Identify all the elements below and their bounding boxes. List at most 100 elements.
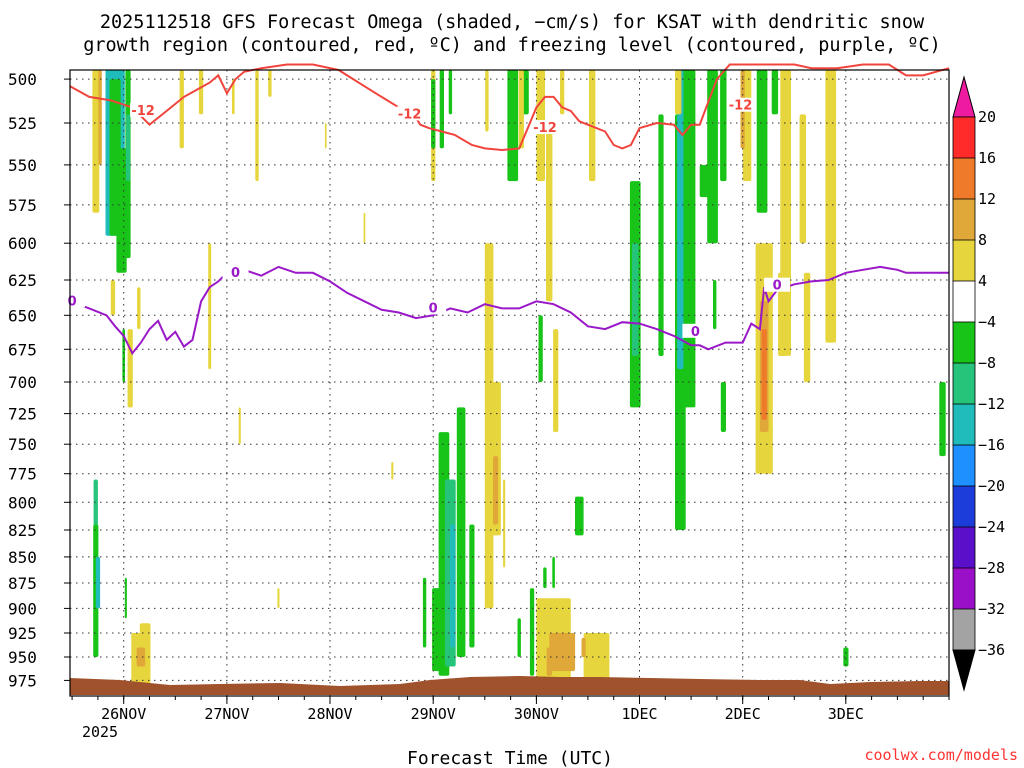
minus12-label: -12 [729, 99, 753, 114]
omega-cell [422, 577, 427, 648]
omega-cell [136, 647, 146, 667]
terrain-surface [70, 676, 949, 695]
x-axis-label: Forecast Time (UTC) [407, 748, 613, 768]
y-tick-label: 850 [8, 548, 37, 567]
y-tick-label: 825 [8, 521, 37, 540]
omega-cell [803, 272, 811, 383]
omega-cell [431, 79, 436, 149]
omega-cell [208, 243, 212, 370]
omega-cell [549, 633, 576, 672]
colorbar-band [952, 157, 976, 200]
minus12-label-bg [396, 106, 423, 121]
omega-cell [518, 70, 524, 149]
y-tick-label: 650 [8, 306, 37, 325]
colorbar-band [952, 198, 976, 241]
omega-cell [116, 148, 127, 273]
x-tick-label: 27NOV [204, 705, 249, 723]
plot-frame [69, 69, 950, 697]
omega-cell [632, 243, 639, 356]
omega-cell [761, 329, 767, 420]
colorbar-band [952, 485, 976, 528]
omega-cell [939, 382, 946, 457]
omega-cell [448, 70, 453, 115]
omega-cell [843, 647, 849, 667]
colorbar-bands [952, 116, 976, 651]
omega-cell [456, 407, 466, 657]
omega-cell [485, 70, 489, 132]
omega-cell [658, 114, 664, 357]
y-tick-label: 575 [8, 196, 37, 215]
omega-cell [127, 329, 133, 408]
omega-cell [268, 70, 272, 97]
omega-cell [529, 588, 535, 676]
omega-cell [553, 329, 559, 433]
y-tick-label: 600 [8, 234, 37, 253]
colorbar-tick-label: 8 [978, 231, 987, 249]
omega-cell [799, 114, 806, 244]
colorbar-band [952, 567, 976, 610]
x-axis: 2025 26NOV 27NOV 28NOV 29NOV 30NOV 1DEC 2DEC 3D… [71, 696, 950, 741]
omega-cell [543, 567, 547, 589]
omega-cell [179, 70, 184, 149]
colorbar-tick-label: −28 [978, 559, 1005, 577]
colorbar-band [952, 526, 976, 569]
omega-cell [137, 287, 141, 330]
y-tick-label: 950 [8, 648, 37, 667]
x-year-label: 2025 [82, 723, 118, 741]
contour-labels: -12 -12 -12 -12 0 0 0 0 0 [59, 97, 791, 340]
omega-cell [503, 479, 506, 568]
omega-cell [450, 524, 456, 648]
colorbar-bottom-arrow [952, 649, 976, 692]
omega-cell [95, 556, 101, 609]
y-tick-label: 675 [8, 340, 37, 359]
minus12-label-bg [727, 97, 754, 112]
omega-cell [277, 588, 280, 609]
minus12-label: -12 [533, 121, 557, 136]
colorbar-tick-label: −32 [978, 600, 1005, 618]
omega-cell [677, 70, 684, 370]
y-tick-label: 900 [8, 599, 37, 618]
omega-cell [581, 637, 586, 658]
omega-cell [232, 79, 235, 115]
omega-cell [778, 272, 785, 356]
y-tick-label: 550 [8, 156, 37, 175]
y-tick-label: 775 [8, 465, 37, 484]
freezing-level-label-bg [222, 264, 249, 279]
colorbar-band [952, 403, 976, 446]
omega-cell [517, 618, 521, 657]
plot-area: -12 -12 -12 -12 0 0 0 0 0 [59, 63, 950, 697]
freezing-level-label-bg [59, 293, 86, 308]
freezing-level-contour [69, 265, 949, 356]
y-tick-label: 625 [8, 271, 37, 290]
x-tick-label: 26NOV [101, 705, 146, 723]
colorbar-tick-label: 4 [978, 272, 987, 290]
omega-cell [125, 114, 131, 182]
omega-cell [707, 70, 718, 244]
omega-cell [439, 70, 444, 149]
omega-cell [507, 70, 519, 182]
omega-cell [92, 70, 100, 213]
colorbar-band [952, 444, 976, 487]
freezing-level-label-bg [764, 277, 791, 292]
colorbar-tick-label: 12 [978, 190, 996, 208]
x-tick-label: 2DEC [725, 705, 761, 723]
omega-cell [124, 577, 127, 619]
omega-cell [560, 70, 565, 115]
minus12-label: -12 [131, 104, 155, 119]
colorbar-band [952, 239, 976, 282]
colorbar-tick-label: −36 [978, 641, 1005, 659]
x-tick-label: 3DEC [828, 705, 864, 723]
minus12-label-bg [130, 102, 157, 117]
minus12-label-bg [532, 120, 558, 135]
y-axis: 500 525 550 575 600 625 650 675 700 725 750 775 800 8… [8, 70, 70, 690]
y-tick-label: 800 [8, 493, 37, 512]
y-tick-label: 725 [8, 405, 37, 424]
omega-cell [255, 70, 259, 182]
watermark: coolwx.com/models [864, 746, 1018, 764]
minus12-label: -12 [398, 107, 422, 122]
omega-cell [546, 647, 552, 676]
omega-cell [324, 123, 327, 149]
colorbar-band [952, 116, 976, 159]
omega-cell [493, 456, 499, 525]
omega-cell [522, 70, 529, 115]
